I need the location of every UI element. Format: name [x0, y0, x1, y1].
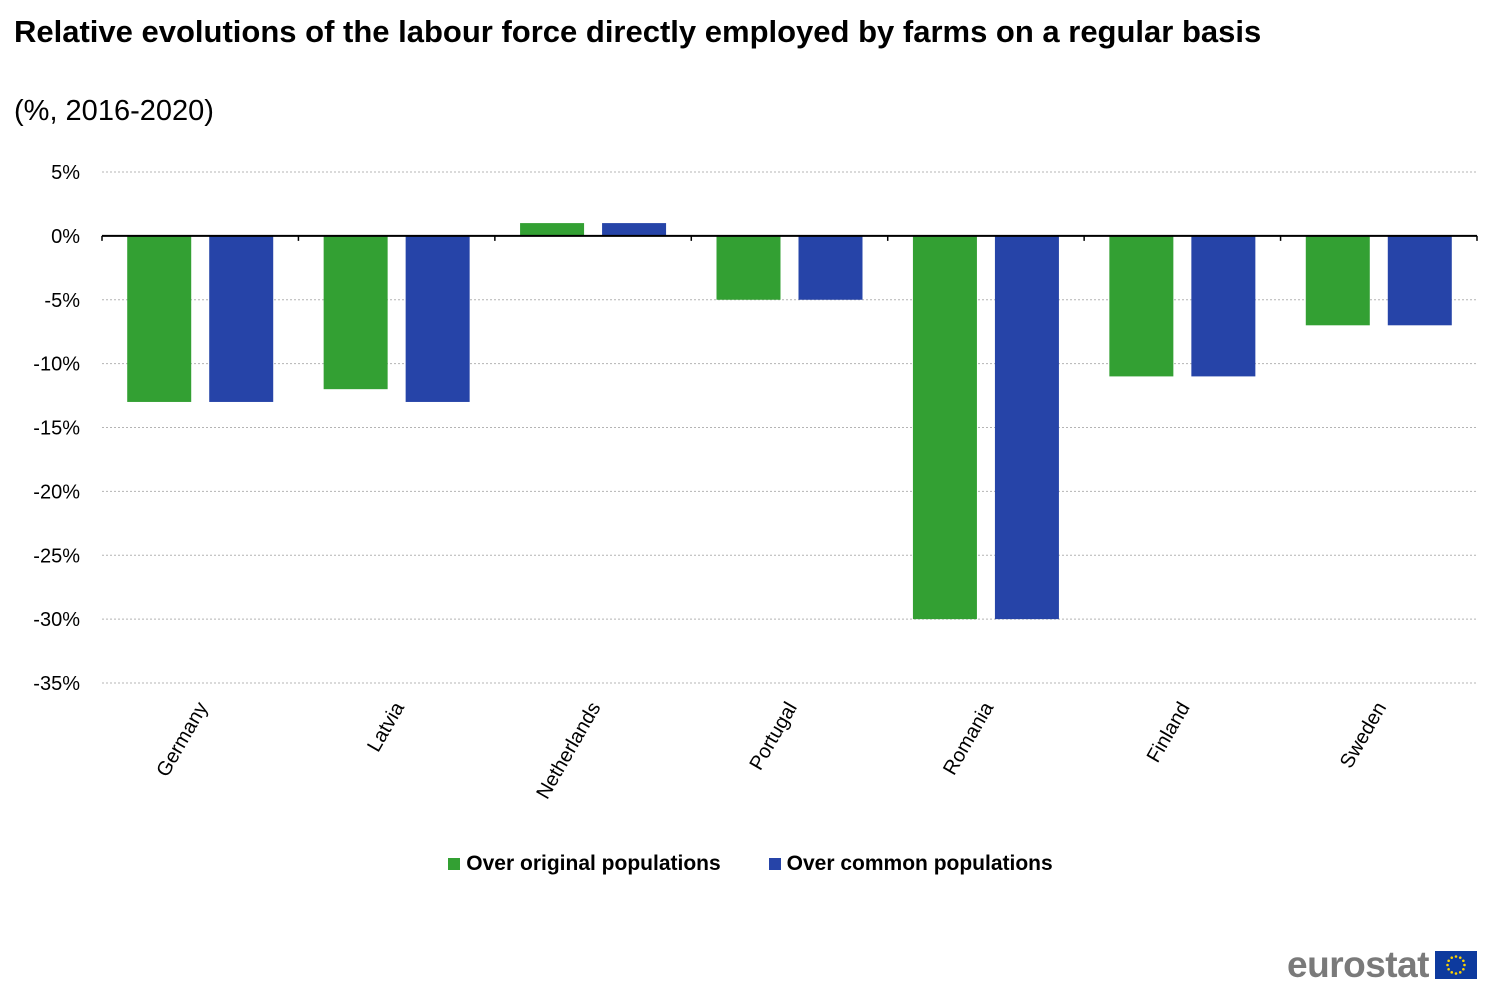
bar-common-latvia [405, 235, 470, 402]
flag-star [1447, 967, 1450, 971]
legend-item-original: Over original populations [448, 852, 721, 876]
y-tick-label: -25% [33, 545, 80, 567]
x-tick-label: Portugal [746, 699, 802, 775]
eu-flag-icon [1435, 951, 1477, 979]
bar-common-portugal [798, 235, 863, 300]
bar-common-finland [1191, 235, 1256, 377]
x-tick-label: Sweden [1336, 699, 1391, 773]
x-tick-label: Latvia [363, 698, 409, 756]
logo-text: eurostat [1287, 944, 1429, 985]
bar-original-portugal [716, 235, 781, 300]
y-tick-label: -15% [33, 418, 80, 440]
bar-original-finland [1109, 235, 1174, 377]
bar-common-romania [994, 235, 1059, 620]
y-tick-label: 0% [51, 226, 80, 248]
x-tick-label: Germany [152, 699, 212, 781]
flag-star [1462, 967, 1465, 971]
flag-star [1458, 956, 1462, 959]
legend-label-original: Over original populations [466, 852, 721, 875]
flag-star [1446, 963, 1449, 967]
flag-star [1463, 963, 1466, 967]
chart-subtitle: (%, 2016-2020) [14, 95, 214, 127]
legend-item-common: Over common populations [768, 852, 1053, 876]
x-tick-label: Finland [1143, 699, 1195, 767]
flag-star [1462, 959, 1465, 963]
flag-star [1450, 971, 1454, 974]
bar-original-germany [127, 235, 192, 402]
flag-star [1454, 972, 1458, 975]
chart-title: Relative evolutions of the labour force … [14, 14, 1262, 49]
flag-star [1458, 971, 1462, 974]
bar-common-sweden [1387, 235, 1452, 326]
y-tick-label: 5% [51, 162, 80, 184]
bar-common-germany [209, 235, 274, 402]
bar-chart: 5% 0% -5% -10% -15% -20% -25% -30% -35% Germany La… [33, 162, 1478, 803]
legend-swatch-original [448, 858, 461, 870]
legend: Over original populations Over common po… [0, 852, 1501, 876]
legend-swatch-common [768, 858, 781, 870]
y-tick-label: -10% [33, 354, 80, 376]
bar-original-sweden [1305, 235, 1370, 326]
bar-common-netherlands [602, 223, 667, 236]
y-tick-label: -5% [44, 290, 80, 312]
legend-label-common: Over common populations [786, 852, 1053, 875]
bar-original-netherlands [520, 223, 585, 236]
flag-star [1454, 955, 1458, 958]
bar-original-latvia [323, 235, 388, 390]
flag-star [1450, 956, 1454, 959]
bar-original-romania [912, 235, 977, 620]
x-tick-label: Romania [939, 698, 999, 779]
x-tick-label: Netherlands [532, 699, 605, 803]
y-tick-label: -35% [33, 673, 80, 695]
eurostat-logo: eurostat [1287, 944, 1477, 986]
y-tick-label: -30% [33, 609, 80, 631]
flag-star [1447, 959, 1450, 963]
y-tick-label: -20% [33, 481, 80, 503]
